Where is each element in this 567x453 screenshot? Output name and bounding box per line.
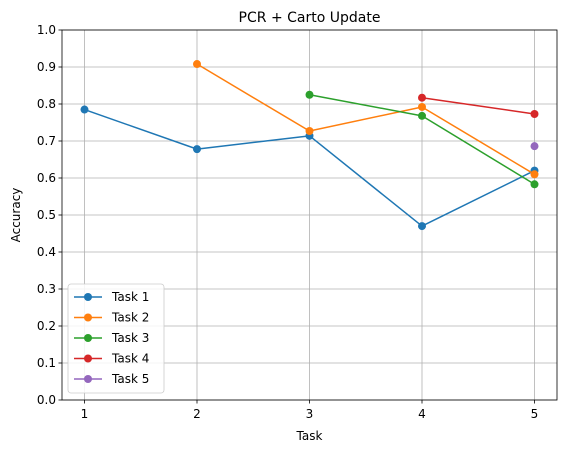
data-point bbox=[530, 170, 539, 179]
data-point bbox=[530, 142, 539, 151]
y-tick-label: 0.5 bbox=[37, 208, 56, 222]
y-tick-label: 0.8 bbox=[37, 97, 56, 111]
legend-item: Task 5 bbox=[74, 372, 149, 386]
legend-label: Task 3 bbox=[111, 331, 149, 345]
x-tick-label: 4 bbox=[418, 407, 426, 421]
data-point bbox=[530, 109, 539, 118]
y-tick-label: 0.6 bbox=[37, 171, 56, 185]
series-line bbox=[421, 96, 535, 115]
y-tick-label: 0.1 bbox=[37, 356, 56, 370]
series-3 bbox=[305, 90, 539, 189]
y-tick-label: 0.3 bbox=[37, 282, 56, 296]
legend-label: Task 1 bbox=[111, 290, 149, 304]
data-point bbox=[193, 60, 201, 69]
series-line bbox=[196, 63, 535, 175]
chart-title: PCR + Carto Update bbox=[239, 10, 381, 26]
data-point bbox=[193, 145, 201, 154]
data-point bbox=[305, 90, 314, 99]
data-point bbox=[305, 127, 314, 136]
x-tick-label: 2 bbox=[193, 407, 201, 421]
series-layer bbox=[80, 60, 539, 231]
legend-swatch-marker bbox=[84, 354, 92, 363]
legend-swatch-marker bbox=[84, 375, 92, 383]
x-tick-label: 3 bbox=[306, 407, 314, 421]
y-tick-label: 0.2 bbox=[37, 319, 56, 333]
y-tick-label: 0.4 bbox=[37, 245, 56, 259]
legend-label: Task 4 bbox=[111, 352, 149, 366]
legend-swatch-marker bbox=[84, 313, 92, 322]
legend-box bbox=[67, 283, 165, 394]
legend-item: Task 3 bbox=[74, 331, 149, 345]
x-axis-label: Task bbox=[296, 429, 323, 443]
data-point bbox=[530, 180, 539, 189]
legend-item: Task 1 bbox=[74, 290, 149, 304]
series-5 bbox=[530, 142, 539, 151]
legend-item: Task 2 bbox=[74, 311, 149, 325]
legend-item: Task 4 bbox=[74, 352, 149, 366]
x-tick-label: 5 bbox=[531, 407, 539, 421]
series-2 bbox=[193, 60, 539, 179]
data-point bbox=[418, 93, 426, 102]
data-point bbox=[80, 105, 89, 114]
x-tick-label: 1 bbox=[81, 407, 89, 421]
data-point bbox=[418, 222, 426, 231]
data-point bbox=[418, 111, 426, 120]
y-axis-label: Accuracy bbox=[9, 188, 23, 243]
y-tick-label: 1.0 bbox=[37, 23, 56, 37]
series-4 bbox=[418, 93, 539, 118]
y-tick-label: 0.7 bbox=[37, 134, 56, 148]
legend-label: Task 5 bbox=[111, 372, 149, 386]
y-tick-label: 0.0 bbox=[37, 393, 56, 407]
legend: Task 1 Task 2 Task 3 Task 4 Task 5 bbox=[67, 283, 165, 394]
y-tick-label: 0.9 bbox=[37, 60, 56, 74]
legend-swatch-marker bbox=[84, 334, 92, 342]
series-1 bbox=[80, 105, 539, 231]
legend-label: Task 2 bbox=[111, 311, 149, 325]
data-point bbox=[418, 102, 426, 111]
axis-ticks: 1 2 3 4 5 0.0 0.1 0.2 0.3 0.4 0.5 0.6 0.7 0.8 0.9 1.0 bbox=[37, 23, 538, 421]
legend-swatch-marker bbox=[84, 293, 92, 301]
